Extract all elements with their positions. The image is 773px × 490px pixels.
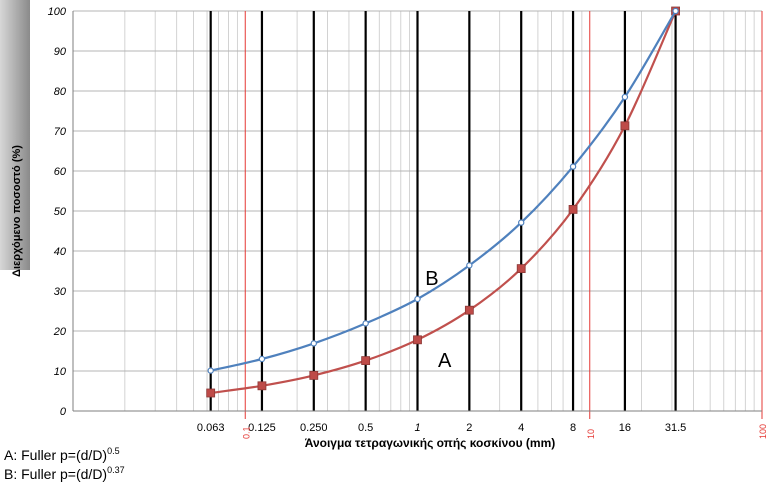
y-tick-label: 100 bbox=[48, 6, 67, 18]
data-point bbox=[258, 355, 266, 363]
data-point bbox=[207, 367, 214, 374]
data-point bbox=[568, 204, 578, 214]
x-tick-label: 4 bbox=[518, 422, 524, 434]
y-tick-label: 90 bbox=[54, 46, 67, 58]
y-tick-label: 60 bbox=[54, 166, 67, 178]
data-point bbox=[621, 93, 629, 101]
data-point bbox=[414, 295, 421, 303]
x-tick-label: 0.125 bbox=[248, 422, 276, 434]
axes bbox=[72, 11, 762, 412]
data-point bbox=[516, 264, 526, 274]
series-line-A bbox=[210, 10, 677, 395]
y-tick-label: 50 bbox=[54, 206, 67, 218]
data-point bbox=[362, 320, 369, 327]
series-line-B bbox=[210, 10, 677, 372]
series-label-A: A bbox=[438, 350, 452, 372]
decade-tick-label: 0.1 bbox=[241, 426, 251, 439]
footnote-a-exponent: 0.5 bbox=[107, 446, 120, 456]
series-label-B: B bbox=[425, 268, 438, 290]
x-tick-label: 0.250 bbox=[300, 422, 328, 434]
series-group bbox=[206, 6, 680, 398]
data-point bbox=[518, 219, 525, 226]
series-A bbox=[206, 6, 680, 398]
x-tick-label: 2 bbox=[466, 422, 472, 434]
data-point bbox=[569, 163, 577, 170]
x-tick-label: 1 bbox=[414, 422, 420, 434]
y-tick-label: 20 bbox=[53, 326, 67, 338]
data-point bbox=[257, 381, 267, 391]
y-tick-label: 40 bbox=[54, 246, 67, 258]
x-axis-title: Άνοιγμα τετραγωνικής οπής κοσκίνου (mm) bbox=[305, 436, 556, 450]
grid bbox=[73, 10, 763, 419]
labels: 0 10 20 30 40 50 60 70 80 90 100 0.063 0.125 0.250 0.5… bbox=[11, 6, 768, 450]
series-B bbox=[207, 7, 679, 374]
data-point bbox=[361, 356, 371, 366]
data-point bbox=[672, 7, 679, 15]
footnote-b-text: B: Fuller p=(d/D) bbox=[4, 466, 108, 482]
footnote-a-text: A: Fuller p=(d/D) bbox=[4, 447, 108, 463]
data-point bbox=[620, 121, 630, 131]
data-point bbox=[466, 262, 473, 269]
footnote-fuller-b: B: Fuller p=(d/D)0.37 bbox=[4, 465, 125, 483]
y-tick-label: 30 bbox=[54, 286, 67, 298]
data-point bbox=[464, 305, 474, 315]
data-point bbox=[206, 388, 216, 398]
decorative-side-band bbox=[0, 0, 30, 270]
y-tick-label: 10 bbox=[54, 366, 67, 378]
y-axis-title: Διερχόμενο ποσοστό (%) bbox=[11, 145, 23, 277]
x-tick-label: 8 bbox=[570, 422, 576, 434]
y-tick-label: 70 bbox=[54, 126, 67, 138]
y-tick-label: 80 bbox=[54, 86, 67, 98]
decade-tick-label: 10 bbox=[586, 429, 596, 439]
footnote-b-exponent: 0.37 bbox=[107, 465, 125, 475]
x-tick-label: 16 bbox=[619, 422, 631, 434]
x-tick-label: 0.063 bbox=[197, 422, 225, 434]
x-tick-label: 31.5 bbox=[665, 422, 686, 434]
data-point bbox=[413, 335, 422, 345]
y-tick-label: 0 bbox=[60, 406, 67, 418]
x-tick-label: 0.5 bbox=[358, 422, 373, 434]
data-point bbox=[309, 370, 319, 380]
decade-tick-label: 100 bbox=[758, 424, 768, 439]
footnote-fuller-a: A: Fuller p=(d/D)0.5 bbox=[4, 446, 120, 464]
data-point bbox=[310, 340, 317, 347]
